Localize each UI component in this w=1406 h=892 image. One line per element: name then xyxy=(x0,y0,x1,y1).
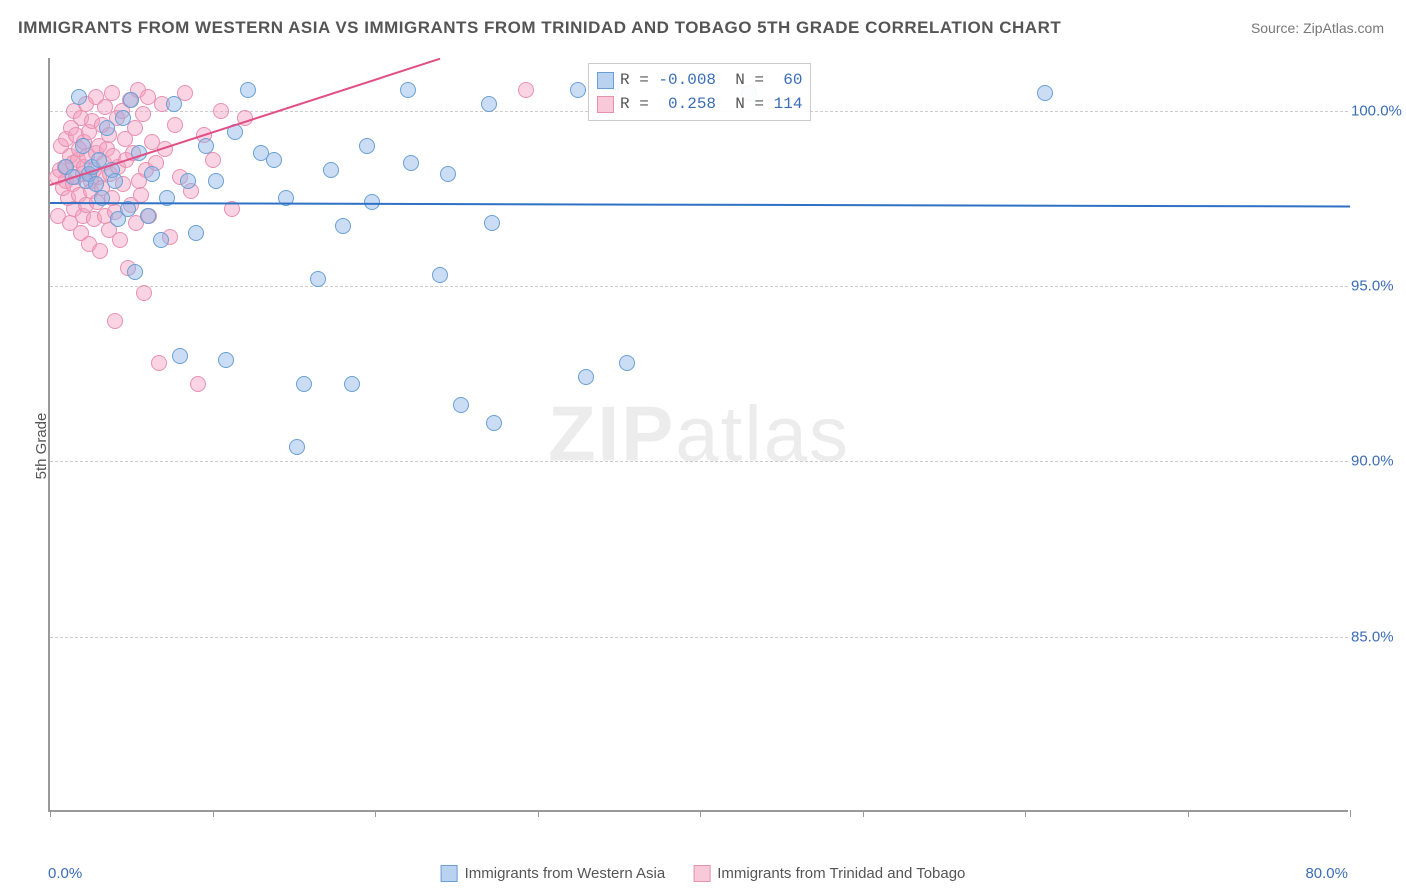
gridline xyxy=(50,461,1348,462)
scatter-point xyxy=(310,271,326,287)
scatter-point xyxy=(619,355,635,371)
scatter-point xyxy=(92,243,108,259)
scatter-point xyxy=(484,215,500,231)
scatter-point xyxy=(99,120,115,136)
y-tick-label: 90.0% xyxy=(1351,453,1406,470)
y-tick-label: 85.0% xyxy=(1351,628,1406,645)
x-tick xyxy=(50,810,51,817)
scatter-point xyxy=(123,92,139,108)
scatter-point xyxy=(453,397,469,413)
scatter-point xyxy=(335,218,351,234)
scatter-point xyxy=(323,162,339,178)
x-tick xyxy=(1350,810,1351,817)
x-axis-end-label: 80.0% xyxy=(1305,865,1348,882)
scatter-point xyxy=(486,415,502,431)
gridline xyxy=(50,637,1348,638)
scatter-point xyxy=(440,166,456,182)
scatter-point xyxy=(481,96,497,112)
scatter-point xyxy=(570,82,586,98)
scatter-point xyxy=(1037,85,1053,101)
source-prefix: Source: xyxy=(1251,20,1303,36)
scatter-point xyxy=(115,110,131,126)
x-tick xyxy=(863,810,864,817)
x-tick xyxy=(700,810,701,817)
scatter-point xyxy=(107,173,123,189)
stats-text: R = 0.258 N = 114 xyxy=(620,92,802,116)
scatter-point xyxy=(213,103,229,119)
scatter-point xyxy=(153,232,169,248)
scatter-point xyxy=(190,376,206,392)
scatter-point xyxy=(518,82,534,98)
scatter-point xyxy=(151,355,167,371)
y-tick-label: 95.0% xyxy=(1351,277,1406,294)
x-tick xyxy=(213,810,214,817)
scatter-point xyxy=(578,369,594,385)
legend-swatch xyxy=(597,72,614,89)
legend-swatch xyxy=(693,865,710,882)
chart-title: IMMIGRANTS FROM WESTERN ASIA VS IMMIGRAN… xyxy=(18,18,1061,38)
scatter-point xyxy=(205,152,221,168)
legend-label: Immigrants from Western Asia xyxy=(465,865,666,882)
scatter-point xyxy=(218,352,234,368)
watermark-bold: ZIP xyxy=(548,390,675,478)
scatter-point xyxy=(208,173,224,189)
legend-label: Immigrants from Trinidad and Tobago xyxy=(717,865,965,882)
plot-area: ZIPatlas 85.0%90.0%95.0%100.0%R = -0.008… xyxy=(48,58,1348,812)
scatter-point xyxy=(167,117,183,133)
x-tick xyxy=(1188,810,1189,817)
scatter-point xyxy=(107,313,123,329)
scatter-point xyxy=(75,138,91,154)
scatter-point xyxy=(403,155,419,171)
scatter-point xyxy=(140,89,156,105)
legend-item: Immigrants from Trinidad and Tobago xyxy=(693,865,965,882)
watermark: ZIPatlas xyxy=(548,389,850,480)
legend-item: Immigrants from Western Asia xyxy=(441,865,666,882)
scatter-point xyxy=(166,96,182,112)
stats-row: R = 0.258 N = 114 xyxy=(597,92,802,116)
x-tick xyxy=(375,810,376,817)
scatter-point xyxy=(344,376,360,392)
scatter-point xyxy=(296,376,312,392)
scatter-point xyxy=(240,82,256,98)
scatter-point xyxy=(266,152,282,168)
scatter-point xyxy=(136,285,152,301)
watermark-light: atlas xyxy=(675,390,850,478)
stats-box: R = -0.008 N = 60R = 0.258 N = 114 xyxy=(588,63,811,121)
scatter-point xyxy=(432,267,448,283)
stats-row: R = -0.008 N = 60 xyxy=(597,68,802,92)
x-tick xyxy=(538,810,539,817)
scatter-point xyxy=(144,166,160,182)
scatter-point xyxy=(71,89,87,105)
scatter-point xyxy=(112,232,128,248)
stats-text: R = -0.008 N = 60 xyxy=(620,68,802,92)
scatter-point xyxy=(180,173,196,189)
gridline xyxy=(50,286,1348,287)
scatter-point xyxy=(198,138,214,154)
scatter-point xyxy=(172,348,188,364)
trend-line xyxy=(50,202,1350,208)
legend-swatch xyxy=(597,96,614,113)
scatter-point xyxy=(364,194,380,210)
x-tick xyxy=(1025,810,1026,817)
legend-swatch xyxy=(441,865,458,882)
scatter-point xyxy=(188,225,204,241)
scatter-point xyxy=(359,138,375,154)
scatter-point xyxy=(140,208,156,224)
x-axis-start-label: 0.0% xyxy=(48,865,82,882)
bottom-legend: Immigrants from Western Asia Immigrants f… xyxy=(441,865,966,882)
source-link[interactable]: ZipAtlas.com xyxy=(1303,20,1384,36)
scatter-point xyxy=(133,187,149,203)
scatter-point xyxy=(135,106,151,122)
source-attribution: Source: ZipAtlas.com xyxy=(1251,20,1384,36)
scatter-point xyxy=(400,82,416,98)
y-tick-label: 100.0% xyxy=(1351,102,1406,119)
scatter-point xyxy=(104,85,120,101)
scatter-point xyxy=(289,439,305,455)
scatter-point xyxy=(127,264,143,280)
